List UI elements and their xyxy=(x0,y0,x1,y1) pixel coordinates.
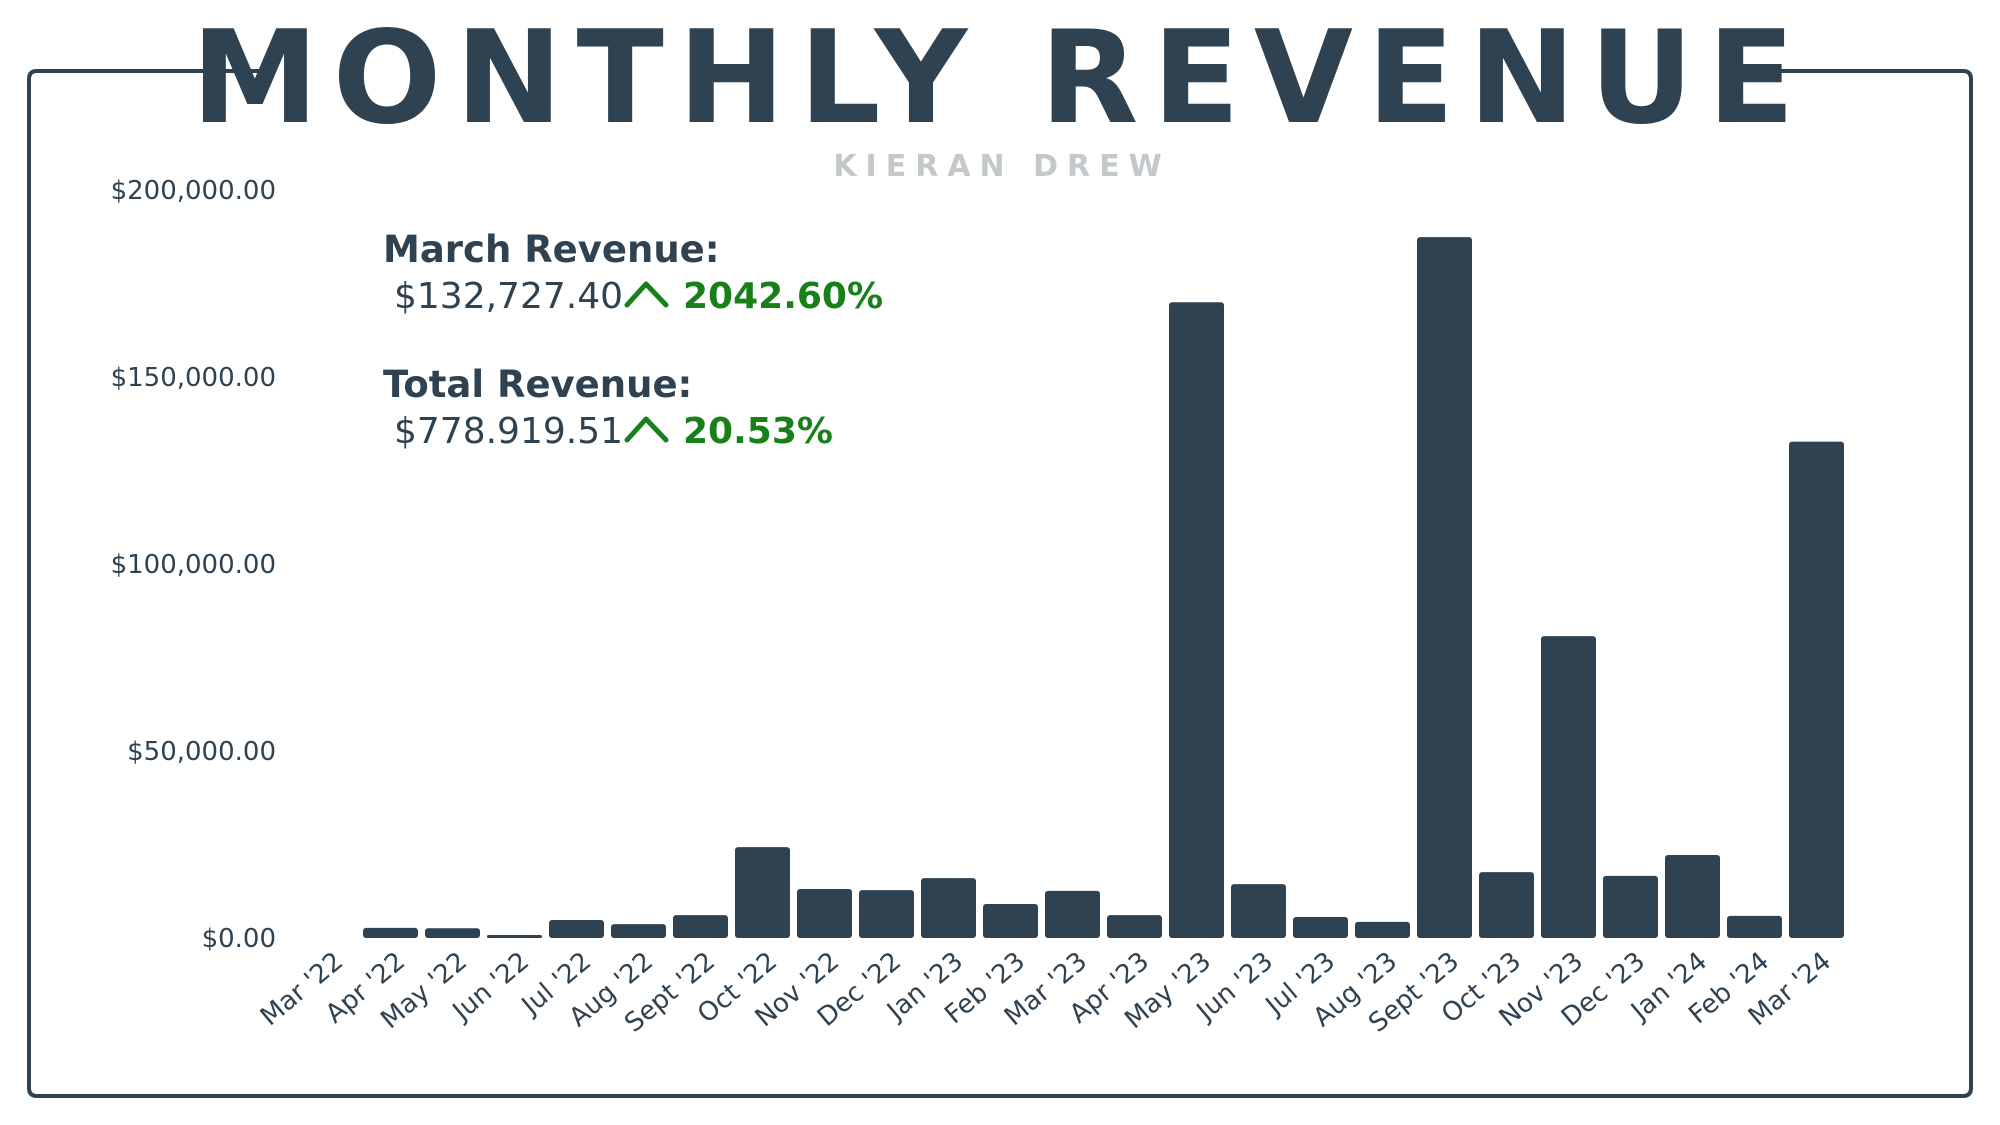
bar-jul-22 xyxy=(549,920,604,938)
stat-label: Total Revenue: xyxy=(383,363,692,406)
chevron-up-icon xyxy=(624,416,669,443)
chevron-up-icon xyxy=(624,281,669,308)
bar-aug-22 xyxy=(611,924,666,938)
bar-jun-22 xyxy=(487,935,542,938)
stat-label: March Revenue: xyxy=(383,228,720,271)
bar-apr-23 xyxy=(1107,915,1162,938)
y-tick-label: $150,000.00 xyxy=(111,363,276,393)
bar-mar-24 xyxy=(1789,441,1844,938)
y-tick-label: $200,000.00 xyxy=(111,176,276,206)
bar-jul-23 xyxy=(1293,917,1348,938)
bar-feb-24 xyxy=(1727,915,1782,938)
bar-feb-23 xyxy=(983,903,1038,938)
stats-panel: March Revenue: $132,727.40 2042.60% Tota… xyxy=(383,228,883,452)
bar-jun-23 xyxy=(1231,884,1286,938)
chart-subtitle: KIERAN DREW xyxy=(833,149,1170,184)
y-tick-label: $50,000.00 xyxy=(127,737,276,767)
chart-title: MONTHLY REVENUE xyxy=(191,4,1809,153)
bar-oct-22 xyxy=(735,847,790,938)
stat-change: 2042.60% xyxy=(683,276,883,317)
stat-value: $132,727.40 xyxy=(394,276,623,317)
frame-left-segment xyxy=(27,69,1973,1098)
bar-may-22 xyxy=(425,928,480,938)
bar-series xyxy=(363,237,1844,938)
stat-change: 20.53% xyxy=(683,411,833,452)
bar-nov-22 xyxy=(797,889,852,938)
bar-apr-22 xyxy=(363,927,418,938)
bar-aug-23 xyxy=(1355,921,1410,938)
bar-mar-23 xyxy=(1045,890,1100,938)
y-tick-label: $0.00 xyxy=(202,924,276,954)
y-tick-label: $100,000.00 xyxy=(111,550,276,580)
bar-oct-23 xyxy=(1479,872,1534,938)
bar-nov-23 xyxy=(1541,636,1596,938)
y-axis: $0.00 $50,000.00 $100,000.00 $150,000.00 $20… xyxy=(111,176,276,954)
bar-jan-24 xyxy=(1665,854,1720,938)
stat-march-revenue: March Revenue: $132,727.40 2042.60% xyxy=(383,228,883,317)
bar-sept-22 xyxy=(673,915,728,938)
bar-may-23 xyxy=(1169,302,1224,938)
chart-frame xyxy=(27,69,1973,1098)
bar-jan-23 xyxy=(921,878,976,938)
stat-total-revenue: Total Revenue: $778.919.51 20.53% xyxy=(383,363,833,452)
bar-dec-22 xyxy=(859,890,914,938)
bar-sept-23 xyxy=(1417,237,1472,938)
stat-value: $778.919.51 xyxy=(394,411,623,452)
bar-dec-23 xyxy=(1603,875,1658,938)
